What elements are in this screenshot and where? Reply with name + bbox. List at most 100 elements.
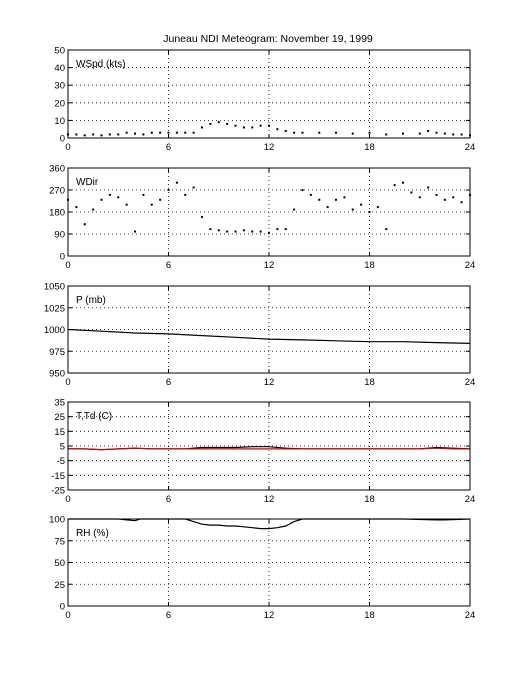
x-tick-label: 0	[65, 610, 70, 621]
data-point	[92, 133, 95, 136]
x-tick-label: 18	[364, 377, 375, 388]
data-point	[108, 133, 111, 136]
data-point	[134, 132, 136, 135]
x-tick-label: 6	[166, 142, 171, 153]
data-point	[184, 193, 187, 196]
data-point	[326, 206, 329, 209]
x-tick-label: 0	[65, 142, 70, 153]
x-tick-label: 0	[65, 494, 70, 505]
x-tick-label: 6	[166, 610, 171, 621]
data-point	[175, 181, 178, 184]
data-point	[251, 126, 254, 129]
data-point	[427, 186, 430, 189]
data-point	[251, 230, 254, 233]
axes-frame	[67, 49, 471, 139]
data-point	[92, 208, 95, 211]
x-tick-label: 12	[264, 377, 275, 388]
data-point	[402, 132, 404, 135]
panel-label: RH (%)	[76, 528, 109, 539]
data-point	[393, 184, 396, 187]
y-tick-label: 25	[54, 412, 65, 423]
data-point	[452, 196, 455, 199]
x-tick-label: 12	[264, 494, 275, 505]
y-tick-label: 5	[60, 442, 65, 453]
y-tick-label: -15	[51, 471, 65, 482]
data-point	[217, 121, 220, 124]
y-tick-label: -5	[57, 456, 65, 467]
data-point	[259, 230, 262, 233]
y-tick-label: 0	[60, 134, 65, 145]
data-point	[268, 124, 270, 127]
x-tick-label: 12	[264, 260, 275, 271]
data-point	[284, 228, 287, 231]
data-point	[402, 181, 404, 184]
x-tick-label: 12	[264, 142, 275, 153]
panel-4: 0 6 12 18 24 -25 -15 -5 5 15 25 35 T,Td (C)	[51, 398, 475, 506]
y-tick-label: 15	[54, 427, 65, 438]
data-point	[293, 208, 296, 211]
data-point	[318, 198, 321, 201]
data-point	[83, 134, 86, 137]
data-point	[443, 132, 446, 135]
data-point	[242, 126, 245, 129]
data-point	[418, 132, 421, 135]
data-point	[309, 193, 312, 196]
panel-label: WSpd (kts)	[76, 59, 125, 70]
y-tick-label: 90	[54, 230, 65, 241]
x-tick-label: 6	[166, 494, 171, 505]
y-tick-label: 30	[54, 81, 65, 92]
data-point	[226, 122, 229, 125]
data-point	[167, 131, 170, 134]
panel-label: T,Td (C)	[76, 411, 112, 422]
data-point	[259, 124, 262, 127]
y-tick-label: 1025	[44, 303, 65, 314]
y-tick-label: 100	[49, 515, 65, 526]
data-point	[301, 189, 304, 191]
data-point	[443, 198, 446, 201]
data-point	[159, 198, 162, 201]
data-point	[242, 229, 245, 232]
x-tick-label: 0	[65, 260, 70, 271]
data-point	[192, 186, 195, 189]
y-tick-label: 40	[54, 63, 65, 74]
data-point	[201, 126, 203, 129]
data-point	[117, 133, 120, 136]
x-tick-label: 24	[465, 260, 476, 271]
data-point	[83, 223, 86, 226]
data-point	[452, 133, 455, 136]
data-point	[159, 131, 162, 134]
y-tick-label: 0	[60, 602, 65, 613]
y-tick-label: 50	[54, 46, 65, 57]
x-tick-label: 24	[465, 494, 476, 505]
x-tick-label: 0	[65, 377, 70, 388]
y-tick-label: 1050	[44, 282, 65, 293]
y-tick-label: 180	[49, 208, 65, 219]
y-tick-label: 25	[54, 580, 65, 591]
y-tick-label: 360	[49, 164, 65, 175]
data-point	[460, 133, 463, 136]
data-point	[460, 201, 463, 204]
data-point	[351, 132, 354, 135]
data-point	[318, 131, 321, 134]
x-tick-label: 18	[364, 494, 375, 505]
data-point	[268, 231, 270, 234]
panel-label: WDir	[76, 177, 99, 188]
data-point	[368, 131, 371, 134]
data-point	[385, 133, 388, 136]
data-point	[75, 206, 78, 209]
x-tick-label: 6	[166, 377, 171, 388]
data-point	[175, 131, 178, 134]
data-point	[142, 133, 145, 136]
x-tick-label: 24	[465, 142, 476, 153]
series-line-2	[68, 447, 470, 451]
y-tick-label: 20	[54, 98, 65, 109]
data-point	[192, 131, 195, 134]
x-tick-label: 6	[166, 260, 171, 271]
data-point	[234, 124, 237, 127]
data-point	[125, 203, 128, 206]
data-point	[150, 131, 153, 134]
data-point	[427, 129, 430, 132]
data-point	[335, 198, 337, 201]
y-tick-label: 10	[54, 116, 65, 127]
